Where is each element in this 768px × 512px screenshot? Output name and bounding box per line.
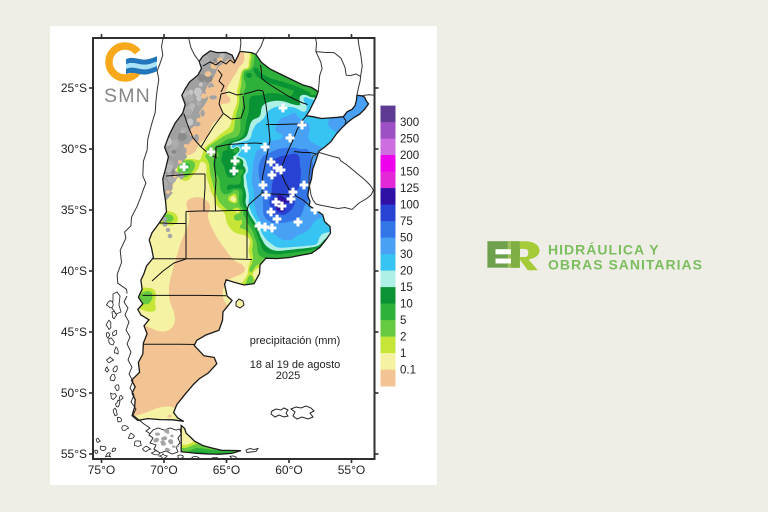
svg-text:100: 100: [400, 200, 419, 212]
svg-text:200: 200: [400, 150, 419, 162]
svg-text:OBRAS SANITARIAS: OBRAS SANITARIAS: [548, 257, 703, 273]
svg-text:75°O: 75°O: [88, 463, 115, 477]
svg-text:10: 10: [400, 299, 413, 311]
svg-text:250: 250: [400, 134, 419, 146]
svg-text:15: 15: [400, 282, 413, 294]
svg-text:0.1: 0.1: [400, 365, 416, 377]
svg-text:30°S: 30°S: [61, 142, 87, 156]
svg-text:125: 125: [400, 183, 419, 195]
svg-text:1: 1: [400, 348, 406, 360]
svg-text:40°S: 40°S: [61, 264, 87, 278]
svg-text:50: 50: [400, 233, 413, 245]
svg-text:25°S: 25°S: [61, 81, 87, 95]
svg-text:45°S: 45°S: [61, 325, 87, 339]
svg-text:50°S: 50°S: [61, 386, 87, 400]
svg-text:SMN: SMN: [104, 85, 151, 107]
svg-text:70°O: 70°O: [150, 463, 177, 477]
svg-text:60°O: 60°O: [275, 463, 302, 477]
svg-text:75: 75: [400, 216, 413, 228]
svg-text:20: 20: [400, 266, 413, 278]
svg-text:2025: 2025: [276, 370, 300, 382]
svg-text:300: 300: [400, 117, 419, 129]
svg-text:150: 150: [400, 167, 419, 179]
svg-text:2: 2: [400, 332, 406, 344]
svg-text:18 al 19 de agosto: 18 al 19 de agosto: [250, 359, 341, 371]
svg-text:65°O: 65°O: [213, 463, 240, 477]
svg-text:30: 30: [400, 249, 413, 261]
svg-text:precipitación (mm): precipitación (mm): [250, 335, 340, 347]
svg-text:HIDRÁULICA Y: HIDRÁULICA Y: [548, 242, 660, 258]
svg-text:35°S: 35°S: [61, 203, 87, 217]
svg-text:55°S: 55°S: [61, 447, 87, 461]
svg-text:5: 5: [400, 315, 406, 327]
svg-text:55°O: 55°O: [338, 463, 365, 477]
